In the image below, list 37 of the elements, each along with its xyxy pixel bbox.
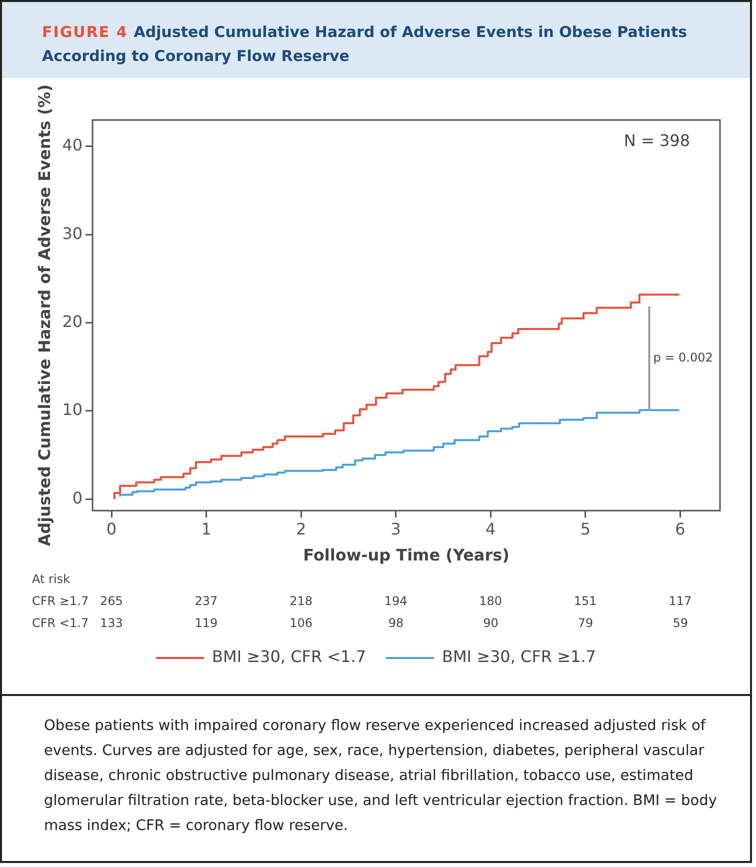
y-tick-label: 30 [62,224,83,243]
text: Obese patients with impaired coronary flow reserve experienced increased adjusted risk of events. Curves are adjusted for age, sex, race, hypertension, diabetes, peripheral vascular disease, chronic obstructive pulmonary disease, atrial fibrillation, tobacco use, estimated glomerular filtration rate, beta-blocker use, and left ventricular ejection fraction. BMI = body mass index; CFR = coronary flow reserve. [44,717,718,836]
x-axis-title: Follow-up Time (Years) [303,546,510,565]
text: 106 [290,616,312,630]
legend-label: BMI ≥30, CFR <1.7 [211,647,366,666]
legend-label: BMI ≥30, CFR ≥1.7 [441,647,596,666]
text: 119 [194,616,218,630]
x-tick-label: 3 [390,519,401,538]
y-tick-label: 40 [62,136,83,155]
x-tick-label: 5 [580,519,591,538]
text: At risk [32,572,70,586]
text: 194 [384,594,408,608]
text: 133 [100,616,123,630]
text: 218 [290,594,312,608]
text: 59 [672,616,688,630]
text: 151 [574,594,597,608]
x-tick-label: 6 [675,519,686,538]
y-tick-label: 10 [62,400,83,420]
annotation: N = 398 [624,131,690,150]
y-tick-label: 0 [72,488,83,508]
text: CFR <1.7 [32,616,89,630]
chart-title: FIGURE 4 Adjusted Cumulative Hazard of Adverse Events in Obese Patients According to Coronary Flow Reserve [2,2,750,78]
text: 180 [479,594,502,608]
annotation: p = 0.002 [653,350,713,365]
text: 117 [668,594,692,608]
text: 265 [100,594,123,608]
x-tick-label: 2 [296,519,306,538]
text: 98 [388,616,404,630]
y-tick-label: 20 [62,312,83,331]
x-tick-label: 1 [201,519,212,538]
text: 90 [483,616,498,630]
text: CFR ≥1.7 [32,594,89,608]
text: 79 [578,616,594,630]
x-tick-label: 0 [106,519,117,538]
x-tick-label: 4 [486,519,496,538]
text: 237 [194,594,218,608]
y-axis-title: Adjusted Cumulative Hazard of Adverse Events (%) [34,84,54,546]
